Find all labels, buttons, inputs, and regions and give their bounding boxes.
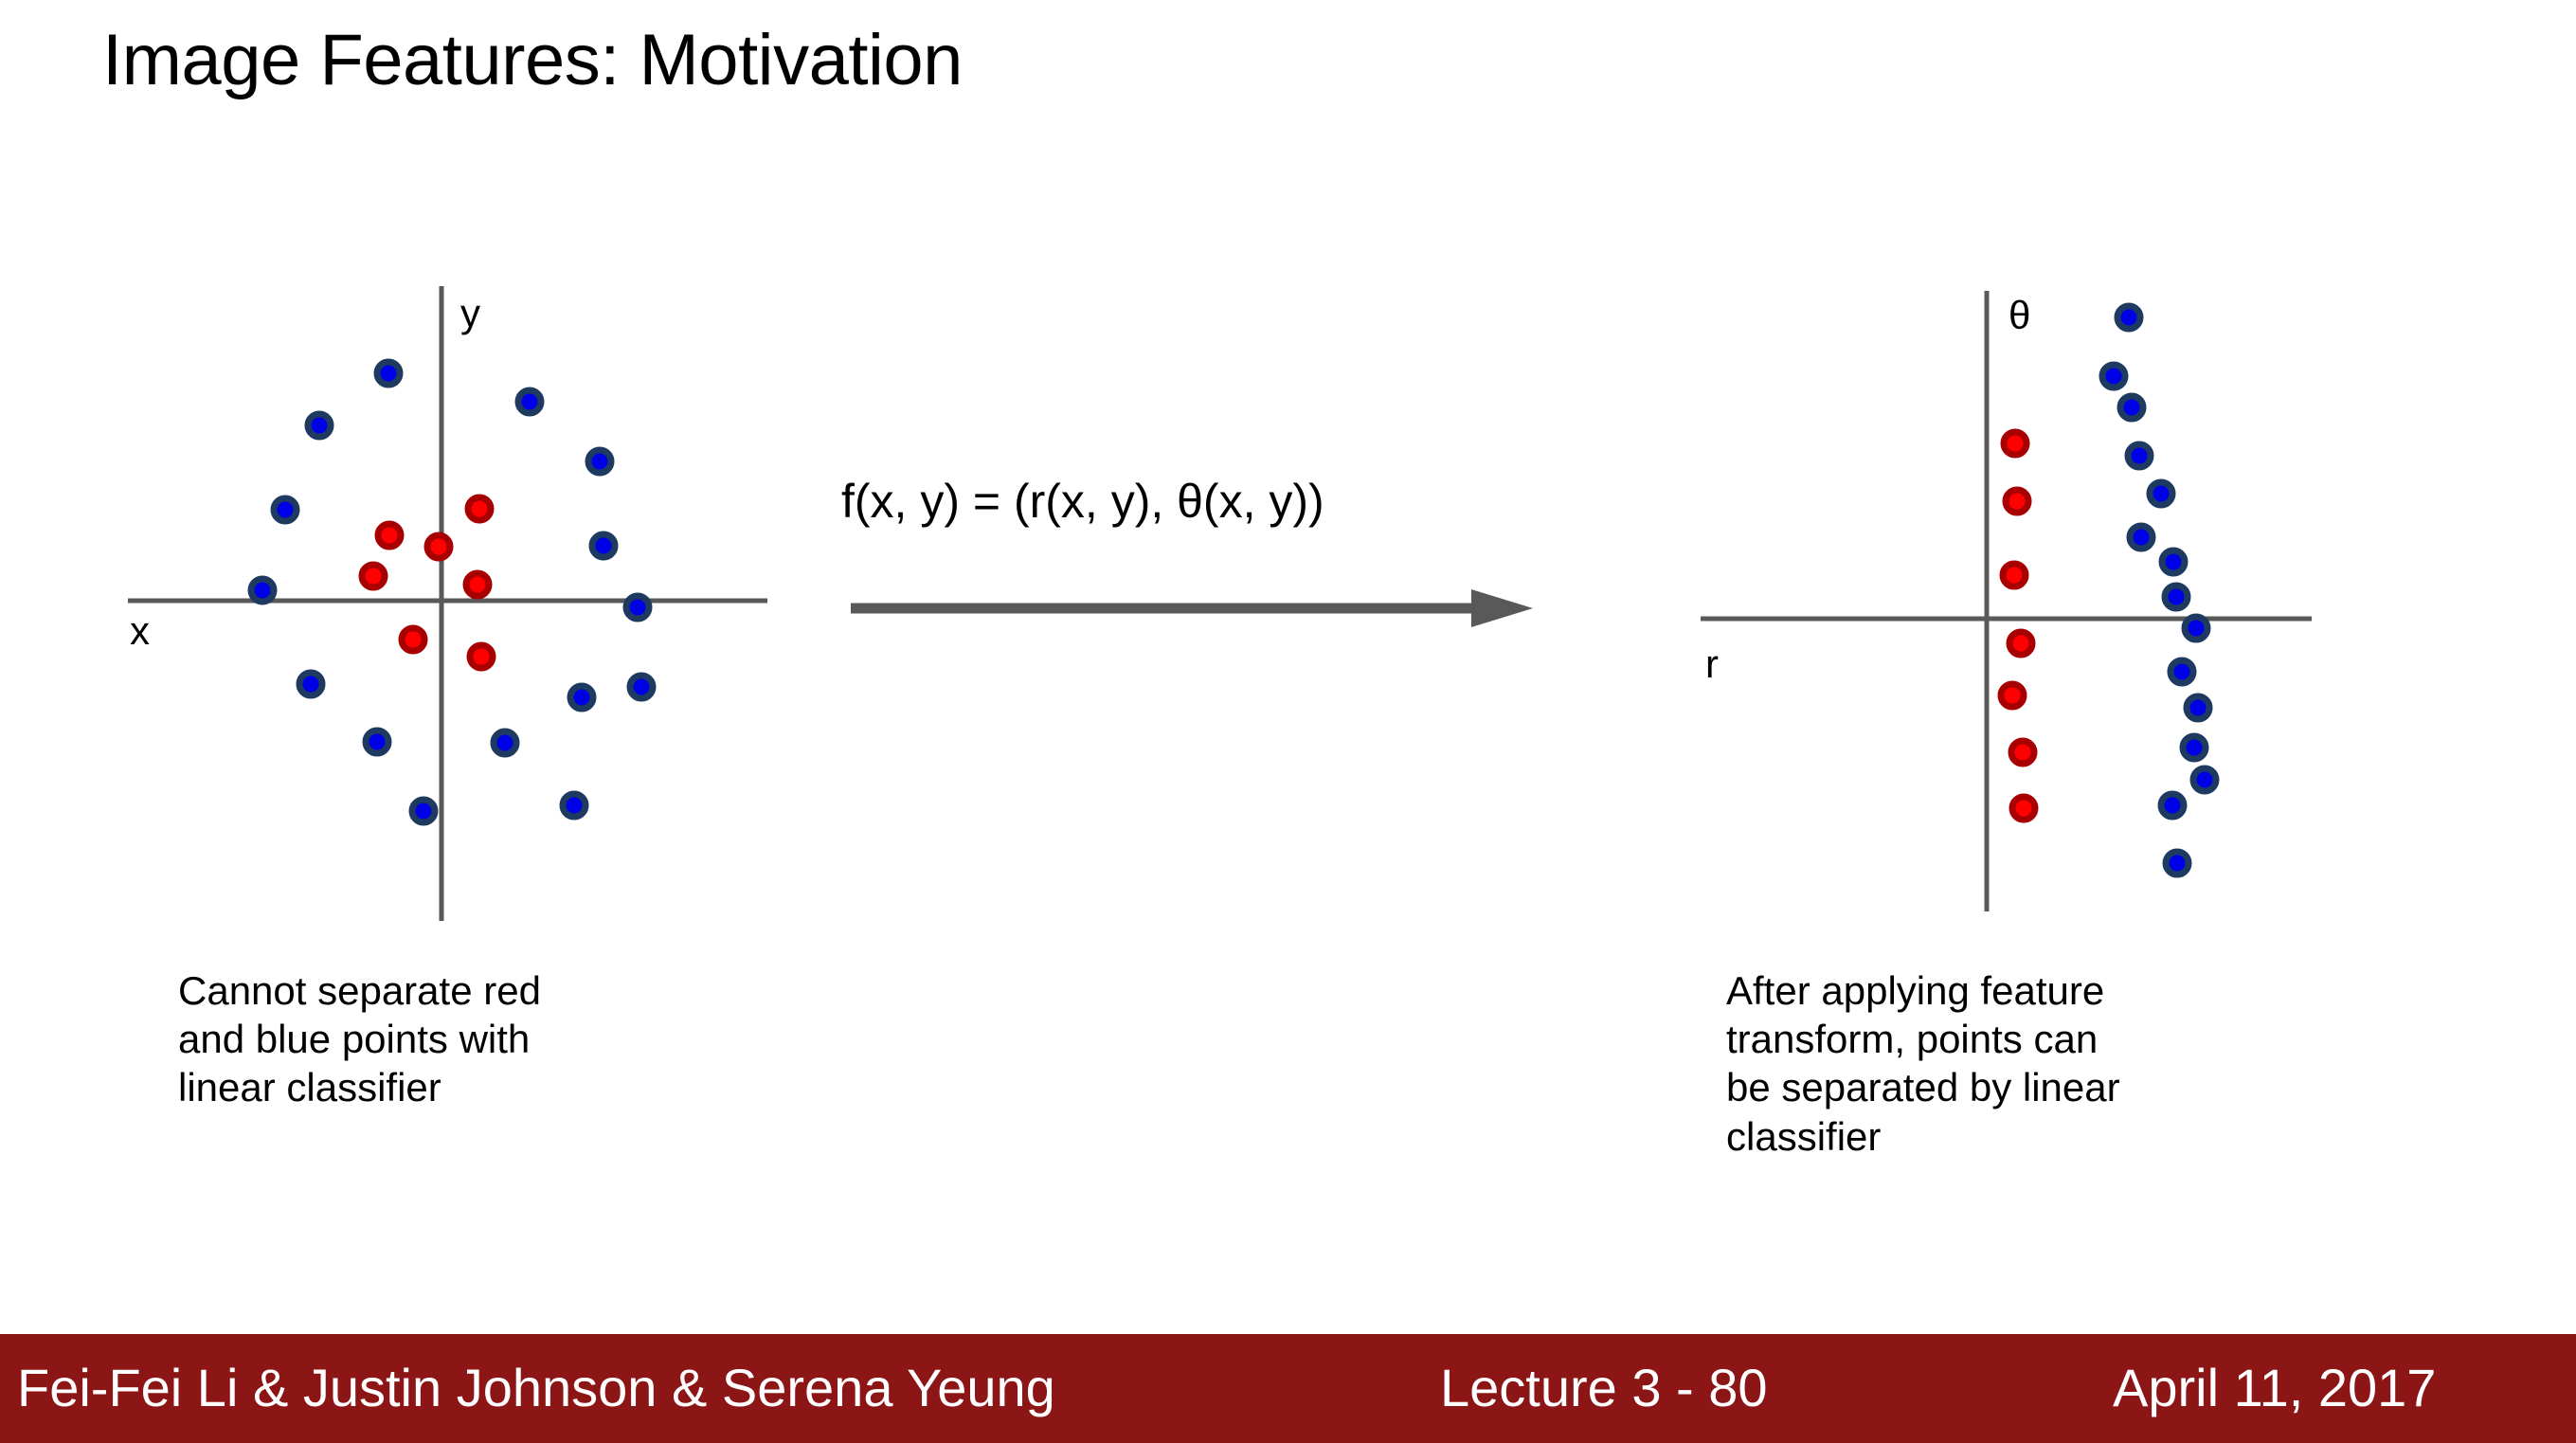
- scatter-point-blue: [2117, 392, 2147, 423]
- footer-date: April 11, 2017: [2113, 1358, 2437, 1417]
- scatter-point-red: [2009, 793, 2039, 823]
- cartesian-data-points: [247, 358, 657, 826]
- scatter-point-blue: [2157, 790, 2188, 821]
- footer-bar: [0, 1334, 2576, 1443]
- scatter-point-red: [358, 561, 388, 591]
- footer-lecture-number: Lecture 3 - 80: [1440, 1358, 1768, 1417]
- scatter-point-blue: [585, 446, 615, 477]
- scatter-point-blue: [296, 669, 326, 699]
- right-plot-caption: After applying feature transform, points…: [1726, 968, 2120, 1159]
- scatter-point-blue: [567, 682, 597, 712]
- scatter-point-blue: [2162, 848, 2192, 878]
- scatter-point-blue: [304, 410, 334, 441]
- transform-arrow-icon: [851, 589, 1533, 627]
- scatter-point-red: [2008, 737, 2038, 767]
- scatter-point-blue: [270, 495, 300, 525]
- scatter-point-red: [2006, 628, 2036, 658]
- polar-axes: [1701, 291, 2312, 911]
- scatter-point-blue: [626, 672, 657, 702]
- scatter-point-red: [464, 494, 495, 524]
- theta-axis-label: θ: [2009, 293, 2031, 337]
- scatter-point-blue: [622, 592, 653, 622]
- scatter-point-blue: [514, 387, 545, 417]
- cartesian-axes: [128, 286, 767, 921]
- scatter-point-blue: [362, 727, 392, 757]
- scatter-point-blue: [247, 575, 278, 605]
- scatter-point-blue: [373, 358, 404, 388]
- scatter-point-blue: [2114, 302, 2144, 333]
- scatter-point-red: [423, 532, 454, 562]
- y-axis-label: y: [460, 291, 480, 335]
- scatter-point-red: [2002, 486, 2032, 516]
- scatter-point-blue: [2183, 693, 2213, 723]
- scatter-point-red: [466, 641, 496, 672]
- scatter-point-blue: [490, 728, 520, 758]
- scatter-point-blue: [2167, 657, 2197, 687]
- page-title: Image Features: Motivation: [102, 20, 963, 100]
- scatter-point-blue: [588, 531, 619, 561]
- scatter-point-blue: [2126, 522, 2156, 552]
- scatter-point-red: [1997, 680, 2027, 711]
- scatter-point-blue: [559, 790, 589, 821]
- feature-transform-formula: f(x, y) = (r(x, y), θ(x, y)): [841, 475, 1324, 528]
- footer-authors: Fei-Fei Li & Justin Johnson & Serena Yeu…: [17, 1358, 1055, 1417]
- cartesian-scatter-svg: [128, 286, 767, 921]
- x-axis-label: x: [130, 608, 150, 653]
- cartesian-scatter-plot: x y: [0, 0, 853, 957]
- scatter-point-blue: [2189, 765, 2220, 795]
- scatter-point-blue: [2179, 732, 2209, 763]
- scatter-point-blue: [2158, 547, 2189, 577]
- scatter-point-blue: [2161, 582, 2191, 612]
- scatter-point-blue: [2181, 613, 2211, 643]
- scatter-point-red: [374, 520, 405, 550]
- scatter-point-blue: [2146, 478, 2176, 509]
- scatter-point-blue: [2124, 441, 2154, 471]
- polar-data-points: [1997, 302, 2220, 878]
- scatter-point-red: [1999, 560, 2029, 590]
- scatter-point-red: [462, 569, 493, 600]
- left-plot-caption: Cannot separate red and blue points with…: [178, 968, 541, 1110]
- r-axis-label: r: [1705, 641, 1719, 686]
- scatter-point-blue: [2099, 361, 2129, 391]
- scatter-point-red: [398, 624, 428, 655]
- scatter-point-blue: [408, 796, 439, 826]
- scatter-point-red: [2000, 428, 2030, 459]
